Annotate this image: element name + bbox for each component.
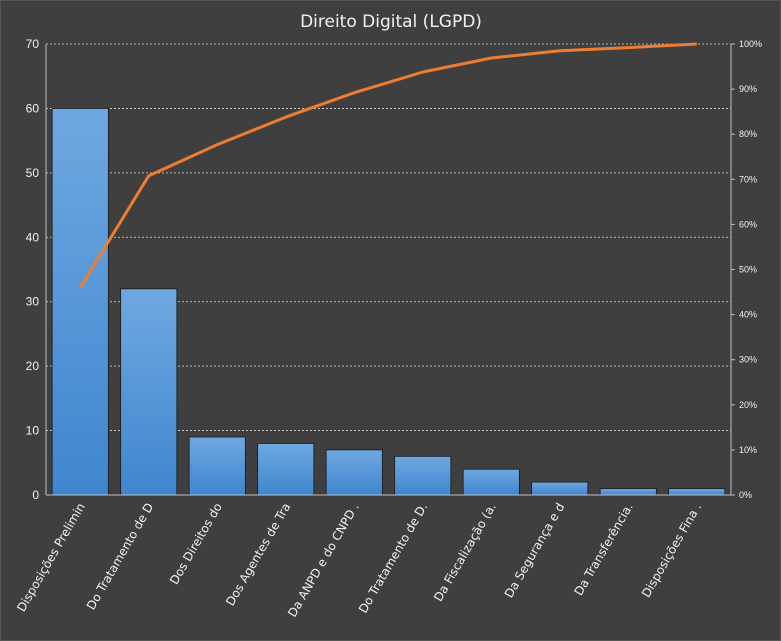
x-tick-label: Da Fiscalização (a. bbox=[431, 501, 499, 604]
bar bbox=[257, 443, 315, 496]
y2-tick-label: 40% bbox=[739, 310, 757, 320]
y2-tick-label: 100% bbox=[739, 39, 762, 49]
x-tick-label: Dos Agentes de Tra bbox=[223, 501, 293, 609]
y-tick-label: 40 bbox=[26, 230, 40, 244]
y2-tick-label: 20% bbox=[739, 400, 757, 410]
bar bbox=[531, 481, 589, 496]
x-tick-label: Da Segurança e d bbox=[502, 501, 568, 601]
y2-tick-label: 30% bbox=[739, 355, 757, 365]
y2-tick-label: 60% bbox=[739, 219, 757, 229]
y2-tick-label: 10% bbox=[739, 445, 757, 455]
x-tick-label: Disposições Fina . bbox=[639, 501, 704, 600]
x-tick-label: Do Tratamento de D. bbox=[356, 501, 430, 616]
bar bbox=[325, 449, 383, 496]
y2-tick-label: 90% bbox=[739, 84, 757, 94]
y-tick-label: 30 bbox=[26, 295, 40, 309]
bar bbox=[51, 108, 109, 496]
bar bbox=[462, 468, 520, 496]
bar bbox=[668, 488, 726, 496]
bar bbox=[120, 288, 178, 496]
bar bbox=[394, 455, 452, 496]
x-tick-label: Da ANPD e do CNPD . bbox=[285, 501, 362, 620]
bar bbox=[188, 436, 246, 496]
y2-tick-label: 50% bbox=[739, 265, 757, 275]
y-tick-label: 0 bbox=[32, 488, 39, 502]
y-tick-label: 70 bbox=[26, 37, 40, 51]
y2-tick-label: 80% bbox=[739, 129, 757, 139]
chart-title: Direito Digital (LGPD) bbox=[300, 12, 482, 32]
cumulative-percent-line bbox=[79, 42, 697, 289]
y-tick-label: 10 bbox=[26, 424, 40, 438]
x-tick-label: Dos Direitos do bbox=[167, 501, 225, 587]
bar bbox=[599, 488, 657, 496]
x-tick-label: Do Tratamento de D bbox=[84, 501, 157, 613]
y-tick-label: 20 bbox=[26, 359, 40, 373]
x-tick-label: Disposições Prelimin bbox=[14, 501, 88, 615]
y-tick-label: 60 bbox=[26, 101, 40, 115]
y2-tick-label: 70% bbox=[739, 174, 757, 184]
y2-tick-label: 0% bbox=[739, 490, 752, 500]
x-tick-label: Da Transferência. bbox=[572, 501, 636, 598]
y-tick-label: 50 bbox=[26, 166, 40, 180]
